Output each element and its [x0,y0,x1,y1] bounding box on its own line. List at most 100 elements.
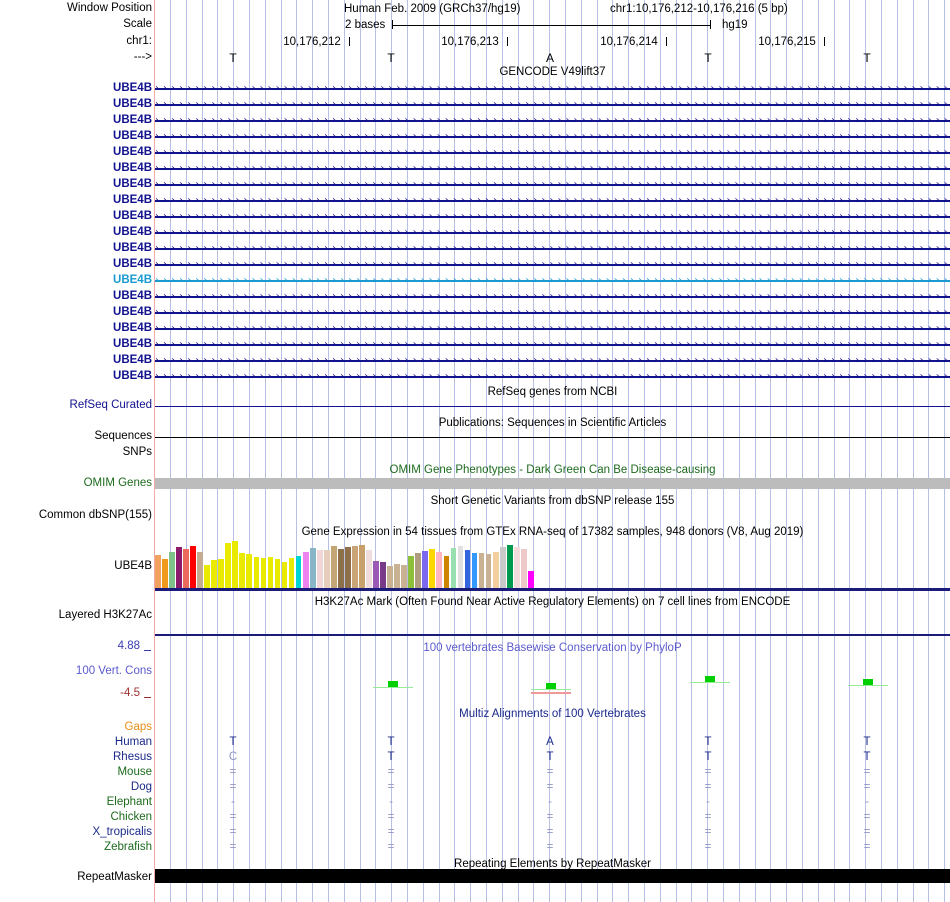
gencode-gene-label[interactable]: UBE4B [113,354,152,366]
gencode-gene-label[interactable]: UBE4B [113,146,152,158]
conservation-score-block[interactable] [388,681,398,687]
conservation-score-block[interactable] [863,679,873,685]
multiz-species-label[interactable]: Rhesus [113,751,152,763]
gtex-tissue-bar[interactable] [422,551,429,588]
gencode-gene-label[interactable]: UBE4B [113,162,152,174]
gencode-gene-label[interactable]: UBE4B [113,114,152,126]
gtex-tissue-bar[interactable] [274,559,281,588]
publications-feature-line[interactable] [155,437,950,438]
gtex-tissue-bar[interactable] [499,547,506,588]
gencode-gene-label[interactable]: UBE4B [113,306,152,318]
gtex-tissue-bar[interactable] [436,552,443,588]
gtex-tissue-bar[interactable] [352,546,358,588]
refseq-curated-label[interactable]: RefSeq Curated [69,399,152,411]
gtex-tissue-bar[interactable] [155,555,161,588]
gtex-tissue-bar[interactable] [162,559,168,588]
gencode-transcript-row[interactable]: ››››››››››››››››››››››››››››››››››››››››… [155,339,950,350]
gencode-transcript-row[interactable]: ››››››››››››››››››››››››››››››››››››››››… [155,99,950,110]
gtex-tissue-bar[interactable] [204,565,210,588]
gencode-transcript-row[interactable]: ››››››››››››››››››››››››››››››››››››››››… [155,163,950,174]
gencode-transcript-row[interactable]: ››››››››››››››››››››››››››››››››››››››››… [155,275,950,286]
gencode-transcript-row[interactable]: ››››››››››››››››››››››››››››››››››››››››… [155,179,950,190]
gencode-gene-label[interactable]: UBE4B [113,226,152,238]
gtex-tissue-bar[interactable] [190,546,196,588]
refseq-feature-line[interactable] [155,406,950,407]
gencode-gene-label[interactable]: UBE4B [113,338,152,350]
gtex-tissue-bar[interactable] [253,557,260,588]
gtex-tissue-bar[interactable] [464,550,471,588]
gtex-tissue-bar[interactable] [288,558,295,588]
gtex-tissue-bar[interactable] [443,556,450,588]
multiz-species-label[interactable]: X_tropicalis [92,826,152,838]
repeatmasker-label[interactable]: RepeatMasker [77,871,152,883]
gencode-gene-label[interactable]: UBE4B [113,274,152,286]
gtex-tissue-bar[interactable] [260,558,267,588]
gtex-tissue-bar[interactable] [373,561,379,588]
gtex-tissue-bar[interactable] [225,543,232,588]
gtex-tissue-bar[interactable] [408,556,415,588]
gtex-tissue-bar[interactable] [359,545,365,588]
gtex-tissue-bar[interactable] [527,571,534,588]
gencode-transcript-row[interactable]: ››››››››››››››››››››››››››››››››››››››››… [155,323,950,334]
gtex-tissue-bar[interactable] [471,553,478,588]
gencode-gene-label[interactable]: UBE4B [113,370,152,382]
gtex-tissue-bar[interactable] [513,547,520,588]
gencode-transcript-row[interactable]: ››››››››››››››››››››››››››››››››››››››››… [155,371,950,382]
gencode-transcript-row[interactable]: ››››››››››››››››››››››››››››››››››››››››… [155,307,950,318]
gtex-tissue-bar[interactable] [492,552,499,588]
gencode-gene-label[interactable]: UBE4B [113,98,152,110]
conservation-label[interactable]: 100 Vert. Cons [75,665,152,677]
gtex-tissue-bar[interactable] [267,557,274,588]
gencode-transcript-row[interactable]: ››››››››››››››››››››››››››››››››››››››››… [155,211,950,222]
gtex-tissue-bar[interactable] [520,549,527,588]
gtex-tissue-bar[interactable] [211,560,218,588]
multiz-species-label[interactable]: Mouse [117,766,152,778]
gencode-transcript-row[interactable]: ››››››››››››››››››››››››››››››››››››››››… [155,195,950,206]
gtex-tissue-bar[interactable] [176,547,182,588]
gtex-tissue-bar[interactable] [330,546,337,588]
gtex-tissue-bar[interactable] [429,549,436,588]
gencode-transcript-row[interactable]: ››››››››››››››››››››››››››››››››››››››››… [155,243,950,254]
gtex-tissue-bar[interactable] [345,547,351,588]
conservation-score-block[interactable] [705,676,715,682]
gtex-tissue-bar[interactable] [295,556,302,588]
gtex-tissue-bar[interactable] [246,554,253,588]
multiz-species-label[interactable]: Chicken [110,811,152,823]
conservation-score-block[interactable] [546,683,556,689]
publications-snps-label[interactable]: SNPs [122,446,152,458]
gencode-transcript-row[interactable]: ››››››››››››››››››››››››››››››››››››››››… [155,291,950,302]
gtex-tissue-bar[interactable] [169,552,175,588]
gtex-tissue-bar[interactable] [457,546,464,588]
gencode-gene-label[interactable]: UBE4B [113,258,152,270]
gencode-gene-label[interactable]: UBE4B [113,130,152,142]
gtex-tissue-bar[interactable] [309,548,316,588]
multiz-species-label[interactable]: Elephant [106,796,152,808]
gencode-gene-label[interactable]: UBE4B [113,322,152,334]
gtex-tissue-bar[interactable] [450,548,457,588]
gencode-gene-label[interactable]: UBE4B [113,242,152,254]
multiz-gaps-label[interactable]: Gaps [124,721,153,733]
gtex-tissue-bar[interactable] [316,550,323,588]
gtex-tissue-bar[interactable] [506,545,513,588]
gtex-tissue-bar[interactable] [281,562,288,588]
gtex-tissue-bar[interactable] [387,566,393,588]
gtex-tissue-bar[interactable] [302,552,309,588]
gencode-transcript-row[interactable]: ››››››››››››››››››››››››››››››››››››››››… [155,115,950,126]
gencode-transcript-row[interactable]: ››››››››››››››››››››››››››››››››››››››››… [155,83,950,94]
publications-sequences-label[interactable]: Sequences [94,430,152,442]
gtex-tissue-bar[interactable] [401,565,408,588]
gtex-tissue-bar[interactable] [323,550,330,588]
gencode-gene-label[interactable]: UBE4B [113,194,152,206]
gencode-transcript-row[interactable]: ››››››››››››››››››››››››››››››››››››››››… [155,259,950,270]
gencode-gene-label[interactable]: UBE4B [113,290,152,302]
gtex-tissue-bar[interactable] [415,553,422,588]
gencode-transcript-row[interactable]: ››››››››››››››››››››››››››››››››››››››››… [155,147,950,158]
gtex-tissue-bar[interactable] [337,549,344,588]
gencode-transcript-row[interactable]: ››››››››››››››››››››››››››››››››››››››››… [155,131,950,142]
gtex-tissue-bar[interactable] [366,550,372,588]
gencode-gene-label[interactable]: UBE4B [113,82,152,94]
gtex-gene-label[interactable]: UBE4B [114,560,152,572]
gencode-transcript-row[interactable]: ››››››››››››››››››››››››››››››››››››››››… [155,355,950,366]
gtex-tissue-bar[interactable] [218,559,225,588]
gencode-gene-label[interactable]: UBE4B [113,178,152,190]
